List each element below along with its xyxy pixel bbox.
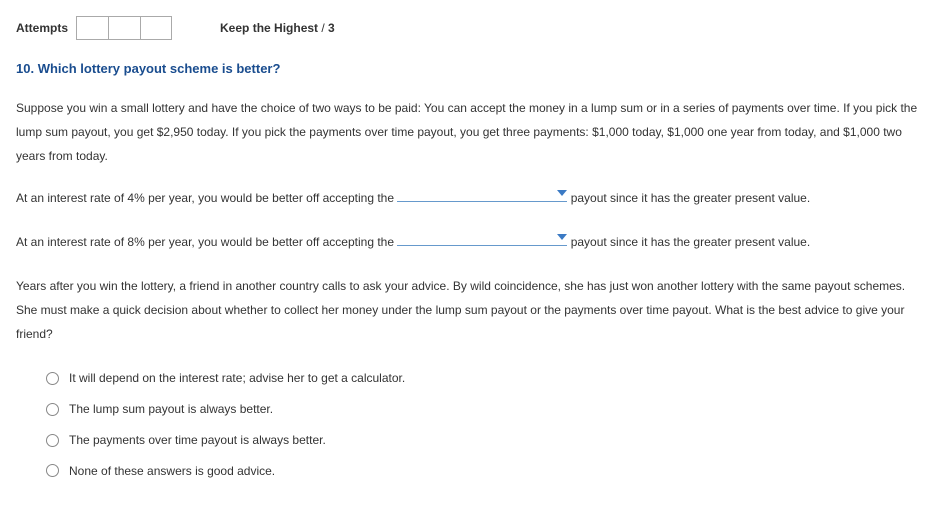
question-number: 10. xyxy=(16,61,34,76)
chevron-down-icon xyxy=(557,234,567,240)
radio-icon[interactable] xyxy=(46,434,59,447)
attempt-box[interactable] xyxy=(108,16,140,40)
fill1-pre: At an interest rate of 4% per year, you … xyxy=(16,191,397,205)
options-group: It will depend on the interest rate; adv… xyxy=(16,364,926,479)
fill-line-1: At an interest rate of 4% per year, you … xyxy=(16,186,926,210)
chevron-down-icon xyxy=(557,190,567,196)
option-row[interactable]: The lump sum payout is always better. xyxy=(46,401,926,418)
fill2-post: payout since it has the greater present … xyxy=(567,235,810,249)
fill1-post: payout since it has the greater present … xyxy=(567,191,810,205)
dropdown-2[interactable] xyxy=(397,232,567,246)
question-title: 10. Which lottery payout scheme is bette… xyxy=(16,60,926,78)
attempt-box[interactable] xyxy=(76,16,108,40)
fill-line-2: At an interest rate of 8% per year, you … xyxy=(16,230,926,254)
option-label: The payments over time payout is always … xyxy=(69,432,326,449)
option-label: The lump sum payout is always better. xyxy=(69,401,273,418)
keep-highest-label: Keep the Highest / 3 xyxy=(220,20,335,37)
keep-total: 3 xyxy=(328,21,335,35)
attempts-label: Attempts xyxy=(16,20,68,37)
intro-paragraph: Suppose you win a small lottery and have… xyxy=(16,96,926,168)
option-row[interactable]: The payments over time payout is always … xyxy=(46,432,926,449)
option-label: None of these answers is good advice. xyxy=(69,463,275,480)
friend-paragraph: Years after you win the lottery, a frien… xyxy=(16,274,926,346)
radio-icon[interactable] xyxy=(46,372,59,385)
question-title-text: Which lottery payout scheme is better? xyxy=(38,61,281,76)
attempt-boxes xyxy=(76,16,172,40)
radio-icon[interactable] xyxy=(46,464,59,477)
header-row: Attempts Keep the Highest / 3 xyxy=(16,16,926,40)
option-row[interactable]: It will depend on the interest rate; adv… xyxy=(46,370,926,387)
dropdown-1[interactable] xyxy=(397,188,567,202)
fill2-pre: At an interest rate of 8% per year, you … xyxy=(16,235,397,249)
option-row[interactable]: None of these answers is good advice. xyxy=(46,463,926,480)
option-label: It will depend on the interest rate; adv… xyxy=(69,370,405,387)
attempt-box[interactable] xyxy=(140,16,172,40)
keep-text: Keep the Highest xyxy=(220,21,318,35)
radio-icon[interactable] xyxy=(46,403,59,416)
